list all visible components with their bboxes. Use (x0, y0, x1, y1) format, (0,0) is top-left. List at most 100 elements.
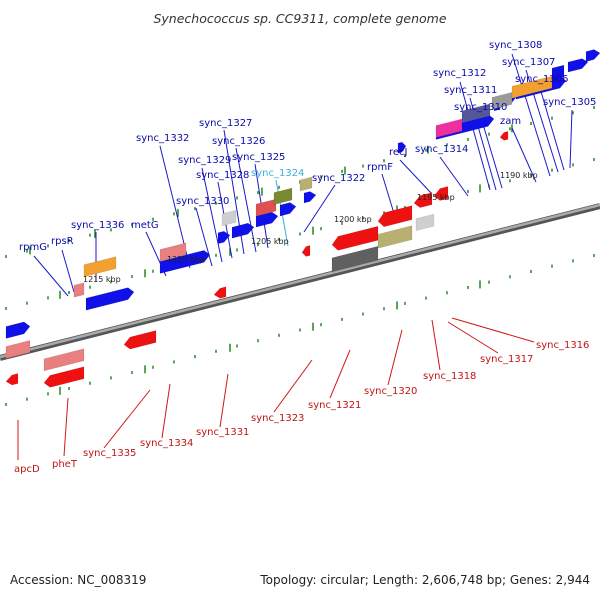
gene-label-sync-1307[interactable]: sync_1307 (502, 57, 555, 68)
gene-label-sync-1334[interactable]: sync_1334 (140, 438, 193, 449)
gene-label-sync-1311[interactable]: sync_1311 (444, 85, 497, 96)
gene-block[interactable] (221, 209, 237, 227)
forward-gene-arrow[interactable] (85, 287, 135, 311)
genome-summary-text: Topology: circular; Length: 2,606,748 bp… (260, 573, 590, 587)
gene-label-sync-1327[interactable]: sync_1327 (199, 118, 252, 129)
gene-block[interactable] (273, 187, 293, 205)
gene-label-sync-1331[interactable]: sync_1331 (196, 427, 249, 438)
gene-features (5, 49, 600, 388)
gene-block[interactable] (331, 245, 379, 273)
leader-line (273, 359, 313, 413)
gene-block[interactable] (73, 282, 85, 298)
leader-line (399, 159, 433, 195)
reverse-gene-arrow[interactable] (43, 366, 85, 388)
gene-label-sync-1332[interactable]: sync_1332 (136, 133, 189, 144)
reverse-gene-arrow[interactable] (377, 205, 413, 228)
gene-block[interactable] (83, 256, 117, 278)
gene-label-sync-1325[interactable]: sync_1325 (232, 152, 285, 163)
reverse-gene-arrow[interactable] (123, 330, 157, 350)
tick-tracks (5, 106, 595, 406)
gene-block[interactable] (299, 176, 313, 192)
gene-label-sync-1312[interactable]: sync_1312 (433, 68, 486, 79)
leader-line (329, 349, 351, 399)
leader-line (569, 109, 573, 169)
leader-line (439, 156, 469, 197)
leader-line (103, 389, 151, 449)
gene-block[interactable] (551, 64, 565, 81)
gene-block[interactable] (435, 118, 463, 138)
leader-line (511, 127, 537, 183)
gene-label-apcD[interactable]: apcD (14, 464, 40, 475)
gene-block[interactable] (491, 91, 513, 110)
forward-gene-arrow[interactable] (567, 58, 589, 73)
gene-label-sync-1324[interactable]: sync_1324 (251, 168, 304, 179)
forward-gene-arrow[interactable] (279, 202, 297, 217)
reverse-gene-arrow[interactable] (499, 131, 509, 141)
forward-gene-arrow[interactable] (397, 141, 407, 154)
gene-block[interactable] (511, 75, 553, 99)
forward-gene-arrow[interactable] (303, 191, 317, 204)
gene-label-sync-1330[interactable]: sync_1330 (176, 196, 229, 207)
forward-gene-arrow[interactable] (217, 230, 231, 245)
gene-label-sync-1326[interactable]: sync_1326 (212, 136, 265, 147)
leader-line (451, 317, 535, 343)
gene-block[interactable] (461, 103, 491, 124)
gene-label-sync-1306[interactable]: sync_1306 (515, 74, 568, 85)
leader-line (63, 397, 69, 457)
leader-line (303, 184, 336, 233)
gene-label-sync-1317[interactable]: sync_1317 (480, 354, 533, 365)
leader-line (447, 321, 499, 354)
gene-block[interactable] (377, 225, 413, 249)
gene-block[interactable] (43, 348, 85, 372)
forward-gene-arrow[interactable] (5, 321, 31, 339)
scale-label: 1210 kbp (167, 255, 205, 264)
reverse-gene-arrow[interactable] (331, 225, 379, 251)
gene-label-recJ[interactable]: recJ (389, 147, 408, 158)
gene-label-sync-1314[interactable]: sync_1314 (415, 144, 468, 155)
gene-label-sync-1336[interactable]: sync_1336 (71, 220, 124, 231)
leader-line (201, 167, 223, 263)
gene-label-sync-1308[interactable]: sync_1308 (489, 40, 542, 51)
gene-label-sync-1323[interactable]: sync_1323 (251, 413, 304, 424)
forward-gene-arrow[interactable] (159, 250, 211, 274)
gene-label-sync-1320[interactable]: sync_1320 (364, 386, 417, 397)
leader-line (219, 373, 229, 428)
gene-label-rpmF[interactable]: rpmF (367, 162, 393, 173)
reverse-gene-arrow[interactable] (433, 186, 449, 201)
forward-gene-arrow[interactable] (585, 49, 600, 62)
gene-block[interactable] (255, 198, 277, 217)
gene-block[interactable] (159, 242, 187, 262)
accession-text: Accession: NC_008319 (10, 573, 147, 587)
reverse-gene-arrow[interactable] (301, 245, 311, 257)
leader-line (33, 255, 69, 297)
leader-line (61, 249, 75, 293)
gene-label-sync-1310[interactable]: sync_1310 (454, 102, 507, 113)
map-title: Synechococcus sp. CC9311, complete genom… (153, 11, 446, 26)
gene-label-sync-1335[interactable]: sync_1335 (83, 448, 136, 459)
gene-label-rpmG[interactable]: rpmG (19, 242, 47, 253)
gene-label-sync-1305[interactable]: sync_1305 (543, 97, 596, 108)
gene-label-sync-1322[interactable]: sync_1322 (312, 173, 365, 184)
reverse-gene-arrow[interactable] (213, 286, 227, 299)
reverse-gene-arrow[interactable] (5, 373, 19, 386)
gene-block[interactable] (415, 213, 435, 231)
gene-block[interactable] (5, 340, 31, 359)
reverse-gene-arrow[interactable] (413, 192, 433, 208)
gene-label-metG[interactable]: metG (131, 220, 159, 231)
scale-label: 1200 kbp (334, 215, 372, 224)
leader-line (235, 147, 257, 253)
gene-label-sync-1318[interactable]: sync_1318 (423, 371, 476, 382)
gene-label-sync-1329[interactable]: sync_1329 (178, 155, 231, 166)
leader-line (387, 329, 403, 386)
scale-label: 1215 kbp (83, 275, 121, 284)
gene-label-sync-1316[interactable]: sync_1316 (536, 340, 589, 351)
gene-label-sync-1321[interactable]: sync_1321 (308, 400, 361, 411)
forward-gene-arrow[interactable] (231, 222, 255, 239)
top-gene-labels: rpmG rpsR sync_1336 metG sync_1332 sync_… (19, 40, 596, 253)
gene-label-zam[interactable]: zam (500, 116, 521, 127)
leader-line (161, 383, 171, 439)
gene-label-sync-1328[interactable]: sync_1328 (196, 170, 249, 181)
gene-label-rpsR[interactable]: rpsR (51, 236, 74, 247)
scale-label: 1190 kbp (500, 171, 538, 180)
gene-label-pheT[interactable]: pheT (52, 459, 78, 470)
